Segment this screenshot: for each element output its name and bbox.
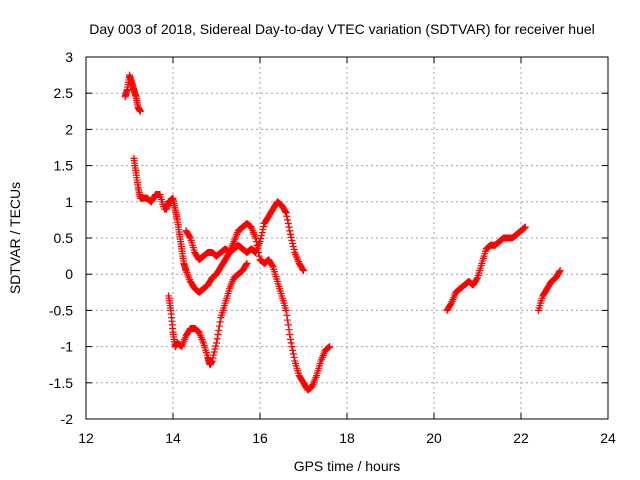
y-tick-label: 0 <box>65 266 73 282</box>
data-point <box>287 233 295 241</box>
data-point <box>283 311 291 319</box>
data-point <box>260 223 268 231</box>
data-point <box>257 235 265 243</box>
data-point <box>284 316 292 324</box>
data-point <box>299 265 307 273</box>
data-point <box>289 346 297 354</box>
data-point <box>209 354 217 362</box>
axis-ticks <box>85 56 609 420</box>
series-arc-E <box>534 267 564 314</box>
data-point <box>447 300 455 308</box>
data-point <box>243 259 251 267</box>
x-axis-label: GPS time / hours <box>294 458 401 474</box>
data-point <box>288 236 296 244</box>
data-point <box>289 350 297 358</box>
data-point <box>214 331 222 339</box>
data-point <box>324 344 332 352</box>
data-point <box>216 318 224 326</box>
data-point <box>285 223 293 231</box>
x-tick-label: 12 <box>78 430 94 446</box>
x-tick-labels: 12 14 16 18 20 22 24 <box>78 430 616 446</box>
data-point <box>254 245 262 253</box>
data-point <box>212 342 220 350</box>
data-point <box>556 267 564 275</box>
y-tick-labels: -2 -1.5 -1 -0.5 0 0.5 1 1.5 2 2.5 3 <box>49 49 73 427</box>
data-point <box>285 326 293 334</box>
data-point <box>284 216 292 224</box>
data-point <box>284 321 292 329</box>
data-point <box>215 322 223 330</box>
data-point <box>290 245 298 253</box>
data-point <box>268 262 276 270</box>
data-point <box>242 261 250 269</box>
data-point <box>215 326 223 334</box>
data-point <box>210 351 218 359</box>
data-point <box>213 335 221 343</box>
data-point <box>255 252 263 260</box>
data-point <box>281 207 289 215</box>
series-arc-A <box>130 154 307 296</box>
y-tick-label: -1 <box>61 339 74 355</box>
data-point <box>286 227 294 235</box>
data-point <box>286 331 294 339</box>
data-point <box>287 339 295 347</box>
data-point <box>283 212 291 220</box>
series-arc-C <box>165 259 251 369</box>
x-tick-label: 20 <box>426 430 442 446</box>
data-point <box>300 267 307 275</box>
series-arc-B <box>182 220 334 394</box>
series-arc-D <box>443 223 529 314</box>
data-point <box>210 348 218 356</box>
y-tick-label: -2 <box>61 411 74 427</box>
y-tick-label: -0.5 <box>49 302 73 318</box>
y-tick-label: 2.5 <box>54 85 74 101</box>
x-tick-label: 22 <box>513 430 529 446</box>
data-point <box>284 220 292 228</box>
data-point <box>255 248 263 256</box>
y-tick-label: 1 <box>65 194 73 210</box>
data-point <box>288 343 296 351</box>
data-point <box>286 230 294 238</box>
y-tick-label: -1.5 <box>49 375 73 391</box>
data-point <box>208 357 216 365</box>
x-tick-label: 14 <box>165 430 181 446</box>
data-point <box>326 343 334 351</box>
y-tick-label: 2 <box>65 121 73 137</box>
data-point <box>521 224 529 232</box>
data-point <box>289 242 297 250</box>
data-points <box>121 71 564 394</box>
grid <box>86 57 608 419</box>
data-point <box>521 223 529 231</box>
data-point <box>473 275 481 283</box>
chart-title: Day 003 of 2018, Sidereal Day-to-day VTE… <box>89 21 595 37</box>
data-point <box>282 209 290 217</box>
series-early-arc <box>121 71 144 115</box>
data-point <box>252 234 260 242</box>
y-tick-label: 3 <box>65 49 73 65</box>
data-point <box>253 241 261 249</box>
data-point <box>168 195 176 203</box>
data-point <box>252 238 260 246</box>
x-tick-label: 24 <box>600 430 616 446</box>
data-point <box>258 229 266 237</box>
x-tick-label: 18 <box>339 430 355 446</box>
data-point <box>213 339 220 347</box>
data-point <box>136 107 144 115</box>
data-point <box>289 239 297 247</box>
data-point <box>259 226 267 234</box>
data-point <box>325 343 333 351</box>
data-point <box>520 224 528 232</box>
x-tick-label: 16 <box>252 430 268 446</box>
data-point <box>257 232 265 240</box>
y-tick-label: 1.5 <box>54 158 74 174</box>
data-point <box>282 306 290 314</box>
data-point <box>290 353 298 361</box>
data-point <box>286 335 294 343</box>
y-tick-label: 0.5 <box>54 230 74 246</box>
data-point <box>211 345 219 353</box>
data-point <box>555 268 563 276</box>
y-axis-label: SDTVAR / TECUs <box>7 182 23 294</box>
data-point <box>186 233 194 241</box>
